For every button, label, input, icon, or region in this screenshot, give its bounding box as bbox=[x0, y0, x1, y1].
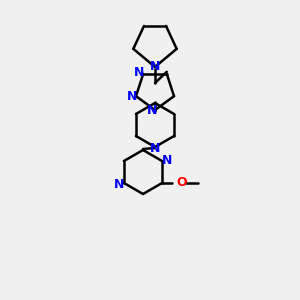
Text: N: N bbox=[127, 90, 137, 103]
Text: N: N bbox=[147, 103, 157, 116]
Text: O: O bbox=[177, 176, 188, 190]
Text: N: N bbox=[134, 66, 144, 79]
Text: N: N bbox=[162, 154, 172, 166]
Text: N: N bbox=[150, 142, 160, 154]
Text: N: N bbox=[114, 178, 124, 190]
Text: N: N bbox=[150, 61, 160, 74]
